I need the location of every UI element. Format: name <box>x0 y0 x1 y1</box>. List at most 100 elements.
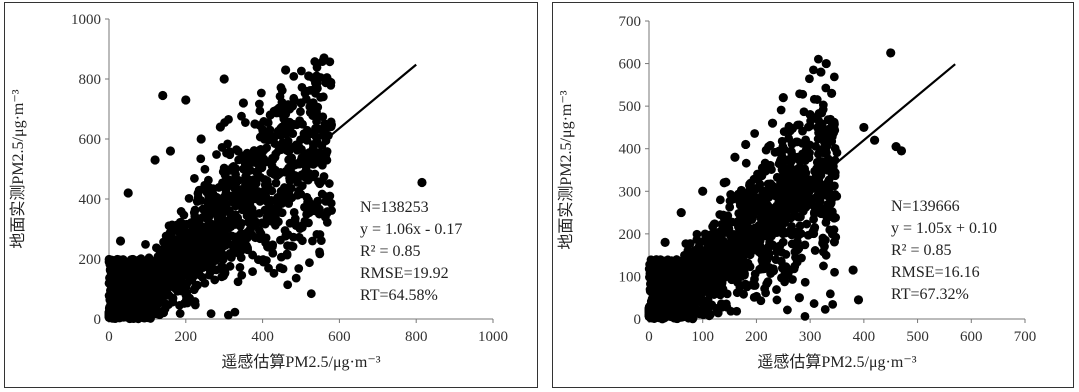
c0-stat-line: y = 1.06x - 0.17 <box>360 221 462 238</box>
c1-data-point <box>811 141 821 151</box>
c1-data-point <box>817 108 827 118</box>
c0-data-point <box>286 154 296 164</box>
c0-data-point <box>218 228 228 238</box>
c0-data-point <box>140 311 150 321</box>
c0-data-point <box>203 241 213 250</box>
c0-data-point <box>182 279 192 289</box>
c0-data-point <box>175 309 185 318</box>
c1-data-point <box>757 205 766 215</box>
c0-data-point <box>176 232 186 242</box>
c1-data-point <box>776 105 786 115</box>
c0-data-point <box>262 212 272 222</box>
c0-data-point <box>305 258 314 268</box>
c0-data-point <box>272 198 282 208</box>
c1-data-point <box>743 214 753 224</box>
c1-data-point <box>812 95 822 104</box>
c0-data-point <box>326 77 336 87</box>
c0-data-point <box>305 85 315 95</box>
c0-data-point <box>166 232 176 241</box>
c0-data-point <box>240 118 250 127</box>
c0-data-point <box>145 256 155 265</box>
c0-data-point <box>285 218 295 228</box>
c0-data-point <box>267 161 277 171</box>
c1-data-point <box>736 198 746 208</box>
c1-data-point <box>793 120 803 130</box>
c1-data-point <box>795 162 805 172</box>
c1-data-point <box>692 235 702 244</box>
c1-y-tick-label: 0 <box>634 312 642 328</box>
c1-data-point <box>824 176 833 186</box>
c0-data-point <box>260 219 270 229</box>
c1-y-tick-label: 300 <box>619 184 642 200</box>
c0-data-point <box>181 290 191 300</box>
c1-data-point <box>798 149 807 159</box>
c1-data-point <box>736 253 746 262</box>
c0-data-point <box>171 246 181 256</box>
c0-data-point <box>190 300 200 310</box>
c0-data-point <box>229 246 239 256</box>
c0-outlier-point <box>196 134 206 144</box>
c0-x-tick-label: 0 <box>105 329 113 345</box>
c1-data-point <box>827 207 837 216</box>
c1-data-point <box>726 190 736 199</box>
c0-data-point <box>255 145 265 154</box>
c1-data-point <box>740 270 749 280</box>
c0-data-point <box>297 82 307 92</box>
c0-outlier-point <box>238 98 248 108</box>
c1-outlier-point <box>660 237 670 247</box>
c1-stat-line: RT=67.32% <box>891 286 969 303</box>
c1-data-point <box>786 154 796 164</box>
c1-x-tick-label: 0 <box>645 329 653 345</box>
c1-data-point <box>741 158 751 168</box>
c0-data-point <box>274 146 284 155</box>
c0-data-point <box>300 172 310 182</box>
c1-data-point <box>820 131 830 141</box>
c0-data-point <box>307 203 317 213</box>
c0-data-point <box>189 217 199 227</box>
c1-data-point <box>812 157 822 167</box>
c1-x-tick-label: 100 <box>691 329 714 345</box>
c0-data-point <box>319 172 329 181</box>
c1-data-point <box>825 289 835 299</box>
c1-data-point <box>830 237 839 247</box>
c0-data-point <box>220 264 230 274</box>
c0-regression-line <box>108 63 417 320</box>
c0-outlier-point <box>265 110 275 120</box>
c1-data-point <box>801 202 811 212</box>
c0-data-point <box>294 264 304 273</box>
c0-outlier-point <box>165 146 176 156</box>
c0-data-point <box>275 263 285 273</box>
c0-data-point <box>270 132 280 141</box>
c1-data-point <box>756 296 766 306</box>
c1-data-point <box>819 261 828 271</box>
c0-data-point <box>232 145 241 155</box>
c1-data-point <box>695 249 705 259</box>
c0-data-point <box>234 175 243 185</box>
c0-data-point <box>190 283 200 293</box>
c1-data-point <box>772 295 782 305</box>
c0-data-point <box>161 272 171 282</box>
c0-data-point <box>308 172 318 182</box>
c0-data-point <box>201 256 211 266</box>
c1-outlier-point <box>821 58 831 69</box>
c1-x-tick-label: 400 <box>853 329 876 345</box>
c0-data-point <box>263 197 273 207</box>
c0-data-point <box>176 207 186 216</box>
c0-data-point <box>237 245 246 255</box>
c0-data-point <box>243 166 253 176</box>
c1-data-point <box>789 178 799 188</box>
c1-data-point <box>707 251 717 261</box>
c1-stat-line: N=139666 <box>891 198 960 215</box>
c1-outlier-point <box>805 110 815 120</box>
c1-outlier-point <box>698 186 708 196</box>
c1-data-point <box>709 290 719 299</box>
c0-data-point <box>158 290 168 300</box>
c1-data-point <box>685 239 695 248</box>
c0-data-point <box>160 242 170 252</box>
c0-data-point <box>270 170 280 180</box>
c1-data-point <box>648 265 658 275</box>
c0-data-point <box>292 176 302 185</box>
c0-data-point <box>222 199 232 209</box>
c0-data-point <box>176 264 185 274</box>
c1-data-point <box>800 311 810 321</box>
